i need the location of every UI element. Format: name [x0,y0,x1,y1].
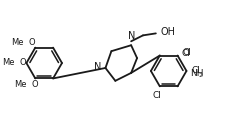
Text: Me: Me [2,58,14,67]
Text: N: N [128,31,135,41]
Text: OH: OH [160,27,175,37]
Text: Cl: Cl [152,91,161,100]
Text: Me: Me [11,38,23,47]
Text: Cl: Cl [182,48,191,57]
Text: N: N [94,62,101,72]
Text: O: O [28,38,34,47]
Text: O: O [31,80,37,89]
Text: Cl: Cl [181,49,190,58]
Text: Cl: Cl [191,66,199,75]
Text: O: O [19,58,26,67]
Text: Me: Me [14,80,26,89]
Text: 2: 2 [198,73,202,78]
Text: NH: NH [190,69,203,78]
